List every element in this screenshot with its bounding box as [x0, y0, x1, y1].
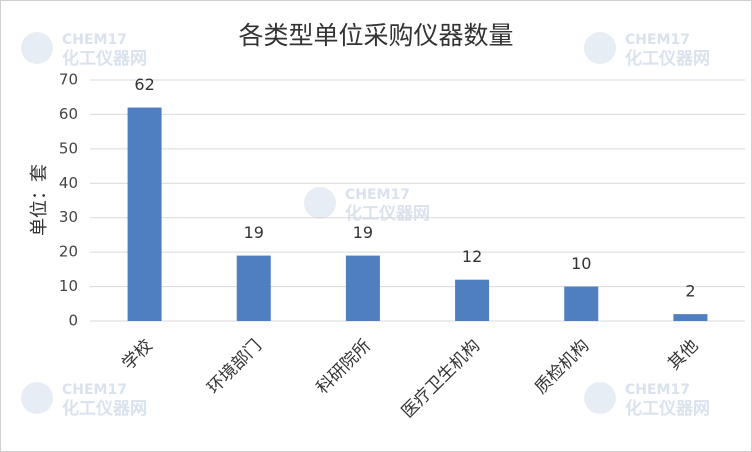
watermark-name: 化工仪器网 — [62, 48, 147, 69]
value-label: 19 — [353, 223, 373, 242]
watermark-name: 化工仪器网 — [62, 398, 147, 419]
y-tick-label: 70 — [59, 71, 78, 89]
watermark-brand: CHEM17 — [345, 187, 410, 203]
watermark-logo — [21, 32, 53, 64]
y-tick-label: 50 — [59, 139, 78, 157]
y-tick-label: 0 — [68, 312, 78, 330]
y-tick-label: 20 — [59, 243, 78, 261]
y-tick-label: 10 — [59, 277, 78, 295]
watermark-logo — [584, 382, 616, 414]
watermark-brand: CHEM17 — [62, 382, 127, 398]
value-label: 62 — [134, 75, 154, 94]
bar — [564, 286, 599, 321]
watermark-brand: CHEM17 — [62, 32, 127, 48]
y-axis-label: 单位：套 — [29, 164, 50, 236]
y-tick-label: 60 — [59, 105, 78, 123]
watermark-logo — [304, 187, 336, 219]
bar — [455, 279, 490, 321]
bar — [236, 255, 271, 321]
y-tick-label: 30 — [59, 208, 78, 226]
bar — [345, 255, 380, 321]
watermark-name: 化工仪器网 — [625, 398, 710, 419]
watermark-logo — [584, 32, 616, 64]
value-label: 10 — [571, 254, 591, 273]
watermark-brand: CHEM17 — [625, 382, 690, 398]
value-label: 19 — [244, 223, 264, 242]
value-label: 2 — [685, 282, 695, 301]
watermark-name: 化工仪器网 — [625, 48, 710, 69]
bar — [127, 107, 162, 322]
watermark-name: 化工仪器网 — [345, 203, 430, 224]
value-label: 12 — [462, 247, 482, 266]
y-tick-label: 40 — [59, 174, 78, 192]
bar — [673, 314, 708, 321]
chart-title: 各类型单位采购仪器数量 — [238, 21, 513, 50]
watermark-logo — [21, 382, 53, 414]
watermark-brand: CHEM17 — [625, 32, 690, 48]
